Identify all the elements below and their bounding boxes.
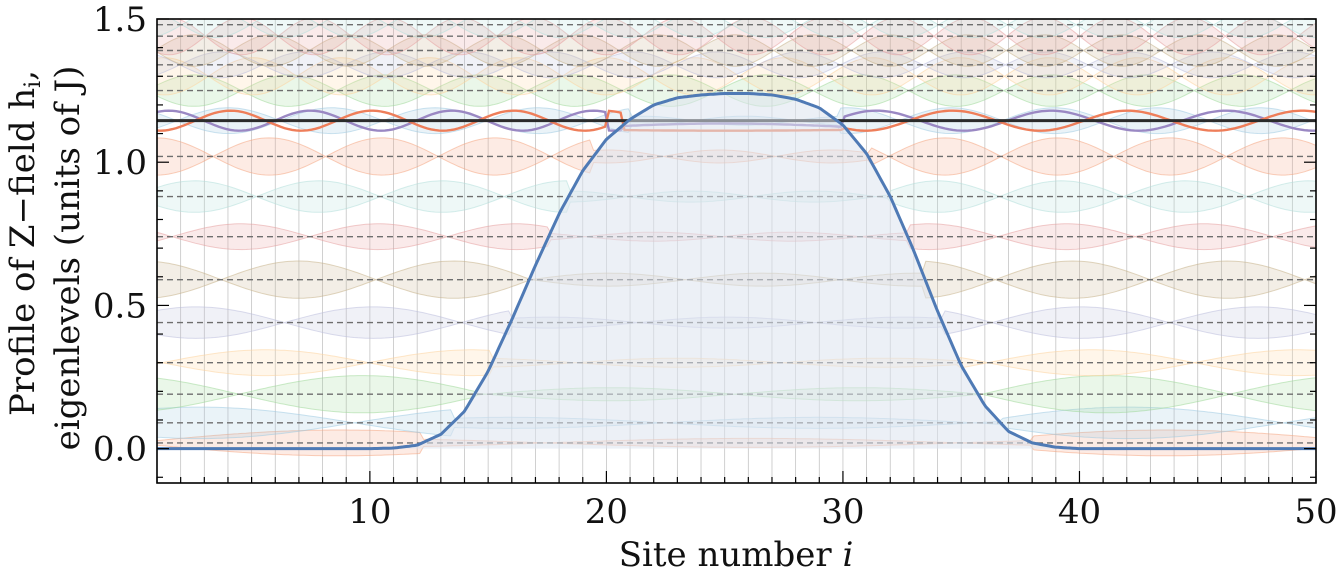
- plot-frame: [156, 18, 1317, 484]
- y-tick-label: 0.5: [93, 286, 147, 326]
- y-axis-title: Profile of Z−field hi, eigenlevels (unit…: [3, 66, 88, 451]
- wavefunction-band: [157, 74, 1316, 107]
- y-axis-title-comma: ,: [3, 70, 43, 81]
- y-axis-title-line1-text: Profile of Z−field h: [3, 88, 43, 416]
- y-tick-label: 1.5: [93, 0, 147, 40]
- field-profile-line: [157, 92, 1316, 451]
- wavefunction-band: [157, 19, 1316, 39]
- x-axis-title-text: Site number: [619, 535, 833, 575]
- wavefunction-band: [157, 19, 1316, 56]
- wavefunction-band: [157, 57, 1316, 96]
- y-axis-title-line1: Profile of Z−field hi,: [3, 70, 46, 416]
- y-axis-title-line2: eigenlevels (units of J): [48, 66, 88, 451]
- x-axis-title-var: i: [842, 535, 853, 575]
- field-profile-group: [157, 92, 1316, 451]
- y-tick-label: 0.0: [93, 430, 147, 470]
- y-axis-ticks: 0.0 0.5 1.0 1.5: [93, 0, 1316, 478]
- x-tick-label: 50: [1294, 492, 1337, 532]
- y-tick-label: 1.0: [93, 143, 147, 183]
- x-tick-label: 30: [821, 492, 864, 532]
- x-axis-ticks: 10 20 30 40 50: [156, 471, 1337, 532]
- x-tick-label: 20: [585, 492, 628, 532]
- x-axis-title: Site number i: [619, 535, 854, 575]
- x-tick-label: 10: [348, 492, 391, 532]
- field-profile-fill: [157, 93, 1316, 449]
- x-tick-label: 40: [1058, 492, 1101, 532]
- y-axis-title-subscript: i: [21, 81, 46, 88]
